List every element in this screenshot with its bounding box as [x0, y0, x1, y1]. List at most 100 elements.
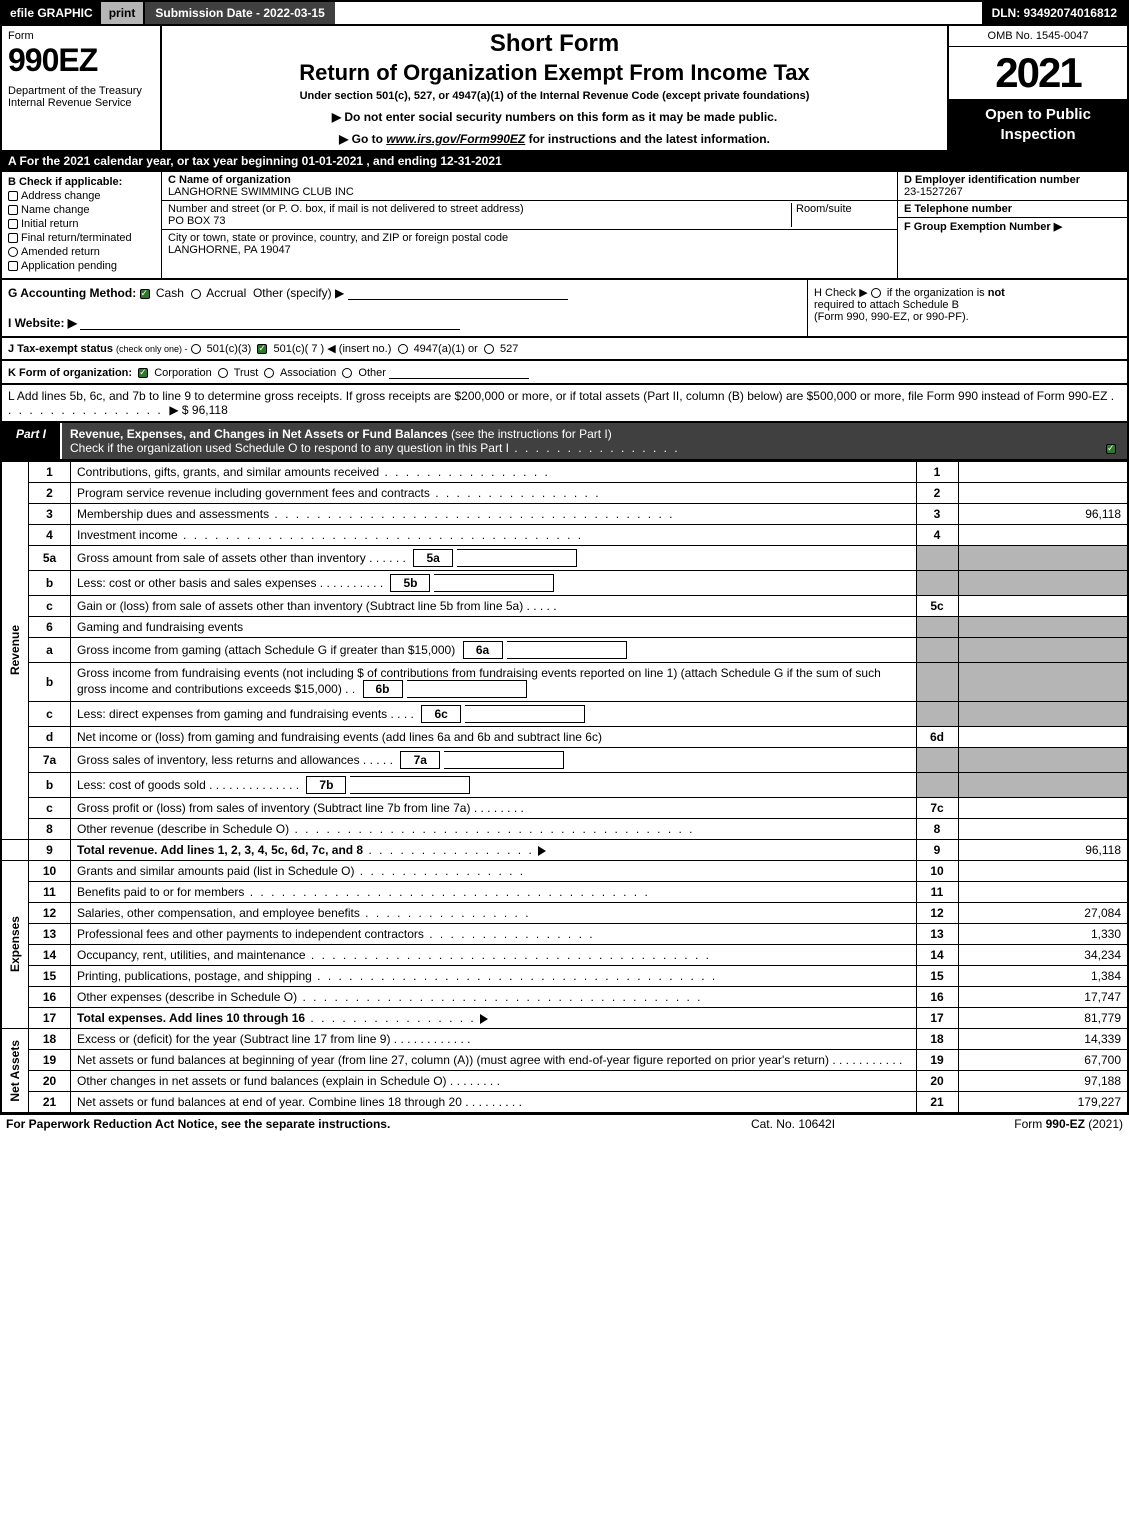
part1-tab: Part I — [2, 423, 62, 459]
line-10-amt — [958, 861, 1128, 882]
line-11-desc: Benefits paid to or for members — [71, 882, 917, 903]
b-heading: B Check if applicable: — [8, 176, 155, 188]
l-row: L Add lines 5b, 6c, and 7b to line 9 to … — [0, 385, 1129, 423]
line-4-amt — [958, 525, 1128, 546]
g-label: G Accounting Method: — [8, 286, 136, 300]
form-label: Form — [8, 30, 154, 42]
line-5a-desc: Gross amount from sale of assets other t… — [71, 546, 917, 571]
goto-pre: ▶ Go to — [339, 132, 386, 146]
chk-cash[interactable] — [140, 289, 150, 299]
line-15-desc: Printing, publications, postage, and shi… — [71, 966, 917, 987]
topbar-spacer — [335, 2, 982, 24]
section-c: C Name of organization LANGHORNE SWIMMIN… — [162, 172, 1127, 278]
line-15-amt: 1,384 — [958, 966, 1128, 987]
chk-application-pending[interactable]: Application pending — [8, 260, 155, 272]
chk-final-return[interactable]: Final return/terminated — [8, 232, 155, 244]
chk-corp[interactable] — [138, 368, 148, 378]
chk-trust[interactable] — [218, 368, 228, 378]
chk-accrual[interactable] — [191, 289, 201, 299]
c-name-label: C Name of organization — [168, 174, 291, 186]
website-input[interactable] — [80, 316, 460, 330]
arrow-icon — [538, 846, 546, 856]
j-label: J Tax-exempt status — [8, 343, 113, 355]
k-label: K Form of organization: — [8, 367, 132, 379]
line-19-desc: Net assets or fund balances at beginning… — [71, 1050, 917, 1071]
header-right: OMB No. 1545-0047 2021 Open to Public In… — [947, 26, 1127, 150]
line-10-desc: Grants and similar amounts paid (list in… — [71, 861, 917, 882]
line-8-amt — [958, 819, 1128, 840]
header-center: Short Form Return of Organization Exempt… — [162, 26, 947, 150]
line-2-amt — [958, 483, 1128, 504]
row-a-calendar-year: A For the 2021 calendar year, or tax yea… — [0, 152, 1129, 172]
chk-4947[interactable] — [398, 344, 408, 354]
line-3-desc: Membership dues and assessments — [71, 504, 917, 525]
submission-date: Submission Date - 2022-03-15 — [145, 2, 334, 24]
line-13-amt: 1,330 — [958, 924, 1128, 945]
line-17-desc: Total expenses. Add lines 10 through 16 — [71, 1008, 917, 1029]
line-14-amt: 34,234 — [958, 945, 1128, 966]
other-org-input[interactable] — [389, 365, 529, 379]
side-expenses: Expenses — [8, 916, 22, 972]
identity-block: B Check if applicable: Address change Na… — [0, 172, 1129, 280]
line-9-amt: 96,118 — [958, 840, 1128, 861]
form-header: Form 990EZ Department of the Treasury In… — [0, 26, 1129, 152]
chk-assoc[interactable] — [264, 368, 274, 378]
print-button[interactable]: print — [101, 2, 146, 24]
line-6b-desc: Gross income from fundraising events (no… — [71, 663, 917, 702]
dln-label: DLN: 93492074016812 — [982, 2, 1127, 24]
line-7a-desc: Gross sales of inventory, less returns a… — [71, 748, 917, 773]
ein-value: 23-1527267 — [904, 186, 963, 198]
irs-link[interactable]: www.irs.gov/Form990EZ — [386, 132, 525, 146]
chk-527[interactable] — [484, 344, 494, 354]
j-row: J Tax-exempt status (check only one) - 5… — [0, 338, 1129, 361]
chk-501c3[interactable] — [191, 344, 201, 354]
city-value: LANGHORNE, PA 19047 — [168, 244, 291, 256]
line-2-desc: Program service revenue including govern… — [71, 483, 917, 504]
line-13-desc: Professional fees and other payments to … — [71, 924, 917, 945]
goto-post: for instructions and the latest informat… — [525, 132, 770, 146]
chk-amended[interactable]: Amended return — [8, 246, 155, 258]
chk-schedule-b[interactable] — [871, 288, 881, 298]
line-7b-desc: Less: cost of goods sold . . . . . . . .… — [71, 773, 917, 798]
line-6d-desc: Net income or (loss) from gaming and fun… — [71, 727, 917, 748]
line-1-desc: Contributions, gifts, grants, and simila… — [71, 462, 917, 483]
street-label: Number and street (or P. O. box, if mail… — [168, 203, 524, 215]
chk-501c[interactable] — [257, 344, 267, 354]
chk-address-change[interactable]: Address change — [8, 190, 155, 202]
d-ein-label: D Employer identification number — [904, 174, 1080, 186]
room-label: Room/suite — [796, 203, 852, 215]
section-def: D Employer identification number 23-1527… — [897, 172, 1127, 278]
chk-other-org[interactable] — [342, 368, 352, 378]
chk-initial-return[interactable]: Initial return — [8, 218, 155, 230]
gi-left: G Accounting Method: Cash Accrual Other … — [2, 280, 807, 336]
chk-name-change[interactable]: Name change — [8, 204, 155, 216]
chk-schedule-o[interactable] — [1106, 444, 1116, 454]
line-3-amt: 96,118 — [958, 504, 1128, 525]
line-20-desc: Other changes in net assets or fund bala… — [71, 1071, 917, 1092]
street-value: PO BOX 73 — [168, 215, 225, 227]
part1-header: Part I Revenue, Expenses, and Changes in… — [0, 423, 1129, 461]
other-specify-input[interactable] — [348, 286, 568, 300]
line-16-desc: Other expenses (describe in Schedule O) — [71, 987, 917, 1008]
open-inspection: Open to Public Inspection — [949, 99, 1127, 150]
line-6d-amt — [958, 727, 1128, 748]
f-group-label: F Group Exemption Number ▶ — [904, 221, 1062, 233]
line-5b-desc: Less: cost or other basis and sales expe… — [71, 571, 917, 596]
line-19-amt: 67,700 — [958, 1050, 1128, 1071]
l-text: L Add lines 5b, 6c, and 7b to line 9 to … — [8, 389, 1107, 403]
arrow-icon — [480, 1014, 488, 1024]
part1-title: Revenue, Expenses, and Changes in Net As… — [62, 423, 1127, 459]
line-5c-desc: Gain or (loss) from sale of assets other… — [71, 596, 917, 617]
ghi-block: G Accounting Method: Cash Accrual Other … — [0, 280, 1129, 338]
paperwork-notice: For Paperwork Reduction Act Notice, see … — [6, 1117, 663, 1131]
line-11-amt — [958, 882, 1128, 903]
line-21-desc: Net assets or fund balances at end of ye… — [71, 1092, 917, 1114]
line-18-desc: Excess or (deficit) for the year (Subtra… — [71, 1029, 917, 1050]
line-21-amt: 179,227 — [958, 1092, 1128, 1114]
short-form-title: Short Form — [170, 30, 939, 58]
line-7c-desc: Gross profit or (loss) from sales of inv… — [71, 798, 917, 819]
efile-label: efile GRAPHIC — [2, 2, 101, 24]
page-footer: For Paperwork Reduction Act Notice, see … — [0, 1114, 1129, 1133]
tax-year: 2021 — [949, 47, 1127, 99]
line-6a-desc: Gross income from gaming (attach Schedul… — [71, 638, 917, 663]
